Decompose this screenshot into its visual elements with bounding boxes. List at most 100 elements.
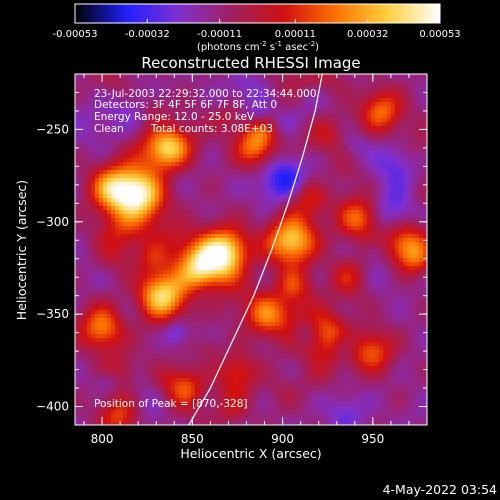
heatmap-cell: [107, 134, 112, 139]
heatmap-cell: [259, 138, 264, 143]
heatmap-cell: [307, 286, 312, 291]
heatmap-cell: [231, 126, 236, 131]
heatmap-cell: [287, 94, 292, 99]
heatmap-cell: [175, 250, 180, 255]
heatmap-cell: [347, 214, 352, 219]
heatmap-cell: [147, 154, 152, 159]
heatmap-cell: [115, 222, 120, 227]
heatmap-cell: [83, 214, 88, 219]
heatmap-cell: [339, 246, 344, 251]
heatmap-cell: [339, 106, 344, 111]
heatmap-cell: [79, 234, 84, 239]
heatmap-cell: [391, 170, 396, 175]
heatmap-cell: [159, 202, 164, 207]
heatmap-cell: [119, 222, 124, 227]
heatmap-cell: [379, 130, 384, 135]
heatmap-cell: [247, 226, 252, 231]
heatmap-cell: [179, 114, 184, 119]
heatmap-cell: [163, 150, 168, 155]
heatmap-cell: [239, 78, 244, 83]
heatmap-cell: [287, 102, 292, 107]
heatmap-cell: [211, 174, 216, 179]
heatmap-cell: [247, 286, 252, 291]
heatmap-cell: [267, 110, 272, 115]
heatmap-cell: [419, 166, 424, 171]
heatmap-cell: [171, 266, 176, 271]
heatmap-cell: [147, 102, 152, 107]
heatmap-cell: [335, 214, 340, 219]
heatmap-cell: [367, 190, 372, 195]
heatmap-cell: [171, 138, 176, 143]
heatmap-cell: [375, 146, 380, 151]
heatmap-cell: [231, 94, 236, 99]
heatmap-cell: [271, 254, 276, 259]
heatmap-cell: [147, 166, 152, 171]
heatmap-cell: [215, 190, 220, 195]
heatmap-cell: [239, 194, 244, 199]
heatmap-cell: [243, 298, 248, 303]
heatmap-cell: [247, 90, 252, 95]
heatmap-cell: [303, 242, 308, 247]
heatmap-cell: [163, 126, 168, 131]
heatmap-cell: [115, 266, 120, 271]
heatmap-cell: [311, 206, 316, 211]
heatmap-cell: [255, 218, 260, 223]
heatmap-cell: [299, 282, 304, 287]
heatmap-cell: [283, 258, 288, 263]
heatmap-cell: [295, 118, 300, 123]
heatmap-cell: [279, 82, 284, 87]
heatmap-cell: [215, 138, 220, 143]
heatmap-cell: [191, 86, 196, 91]
heatmap-cell: [115, 242, 120, 247]
heatmap-cell: [387, 150, 392, 155]
heatmap-cell: [115, 190, 120, 195]
heatmap-cell: [79, 102, 84, 107]
heatmap-cell: [411, 202, 416, 207]
heatmap-cell: [203, 234, 208, 239]
heatmap-cell: [107, 142, 112, 147]
heatmap-cell: [395, 174, 400, 179]
heatmap-cell: [183, 174, 188, 179]
heatmap-cell: [351, 114, 356, 119]
heatmap-cell: [271, 134, 276, 139]
heatmap-cell: [171, 206, 176, 211]
heatmap-cell: [179, 222, 184, 227]
heatmap-cell: [231, 202, 236, 207]
heatmap-cell: [383, 78, 388, 83]
heatmap-cell: [231, 106, 236, 111]
heatmap-cell: [403, 250, 408, 255]
heatmap-cell: [411, 186, 416, 191]
heatmap-cell: [179, 166, 184, 171]
heatmap-cell: [211, 238, 216, 243]
heatmap-cell: [243, 262, 248, 267]
heatmap-cell: [187, 238, 192, 243]
heatmap-cell: [127, 298, 132, 303]
heatmap-cell: [147, 86, 152, 91]
heatmap-cell: [343, 94, 348, 99]
heatmap-cell: [155, 74, 160, 79]
heatmap-cell: [379, 226, 384, 231]
heatmap-cell: [343, 102, 348, 107]
heatmap-cell: [331, 118, 336, 123]
heatmap-cell: [127, 106, 132, 111]
heatmap-cell: [139, 154, 144, 159]
heatmap-cell: [303, 118, 308, 123]
heatmap-cell: [355, 150, 360, 155]
heatmap-cell: [251, 278, 256, 283]
heatmap-cell: [291, 154, 296, 159]
heatmap-cell: [307, 250, 312, 255]
heatmap-cell: [103, 74, 108, 79]
heatmap-cell: [371, 134, 376, 139]
heatmap-cell: [115, 82, 120, 87]
heatmap-cell: [91, 182, 96, 187]
heatmap-cell: [87, 110, 92, 115]
heatmap-cell: [367, 126, 372, 131]
heatmap-cell: [331, 110, 336, 115]
heatmap-cell: [339, 146, 344, 151]
heatmap-cell: [319, 94, 324, 99]
heatmap-cell: [283, 90, 288, 95]
heatmap-cell: [227, 286, 232, 291]
heatmap-cell: [143, 126, 148, 131]
heatmap-cell: [391, 102, 396, 107]
heatmap-cell: [107, 174, 112, 179]
